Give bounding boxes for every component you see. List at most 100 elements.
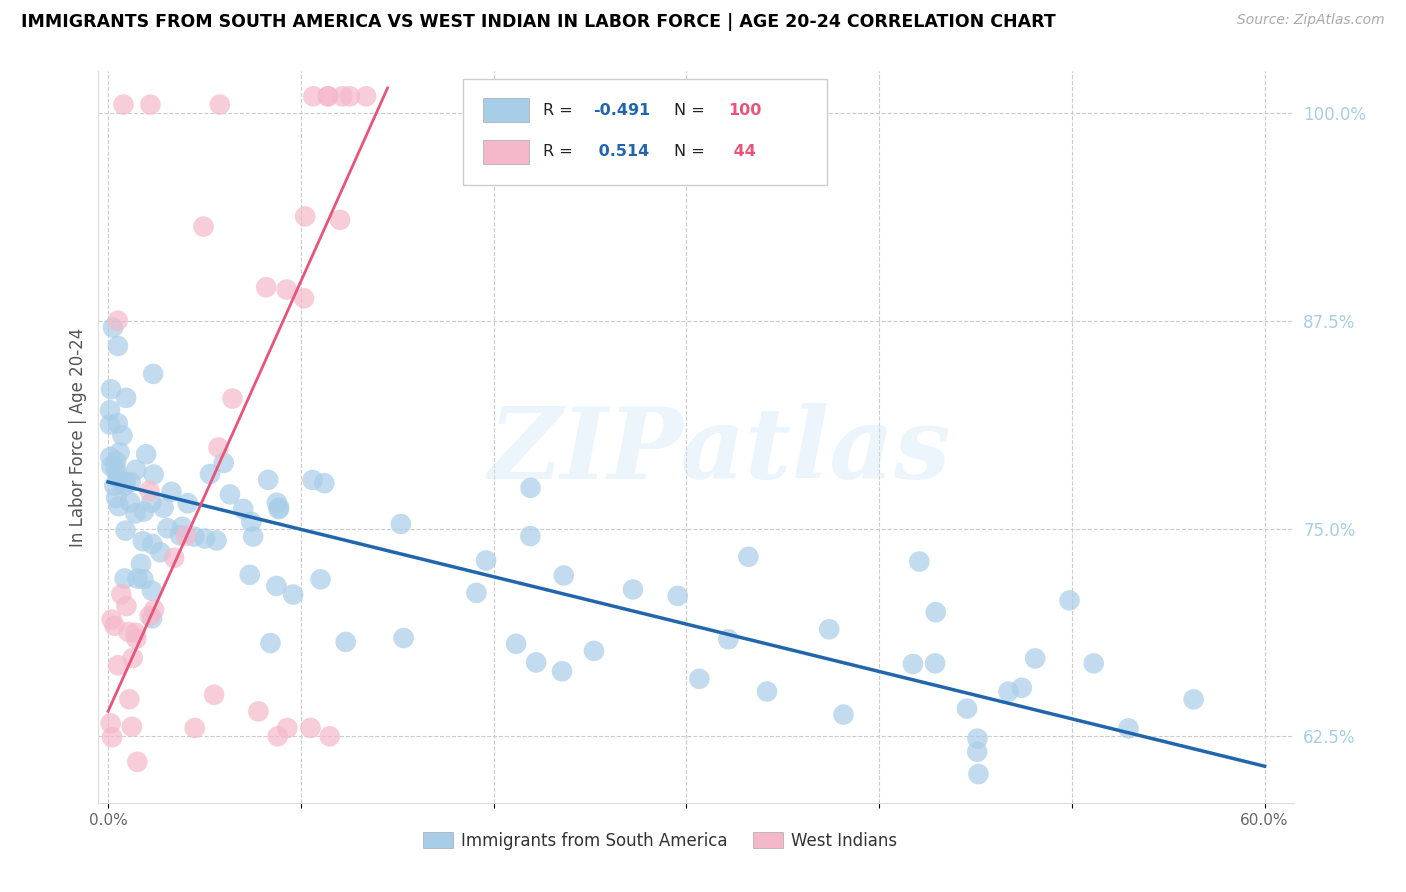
Point <box>98 417 121 432</box>
Point <box>105 491 128 505</box>
Point <box>160 484 183 499</box>
Text: ZIPatlas: ZIPatlas <box>489 403 950 500</box>
Point <box>114 572 136 586</box>
Point <box>908 555 931 569</box>
Point <box>737 549 759 564</box>
Text: R =: R = <box>543 103 578 118</box>
Point <box>519 529 541 543</box>
Point <box>335 635 357 649</box>
Bar <box>484 140 529 163</box>
Point <box>267 729 290 743</box>
Point <box>202 688 225 702</box>
Point <box>247 704 270 718</box>
Legend: Immigrants from South America, West Indians: Immigrants from South America, West Indi… <box>416 825 904 856</box>
Text: -0.491: -0.491 <box>593 103 651 118</box>
Point <box>152 500 174 515</box>
Point <box>132 504 155 518</box>
Point <box>465 586 488 600</box>
Point <box>207 441 229 455</box>
Point <box>129 557 152 571</box>
Point <box>141 583 163 598</box>
Point <box>198 467 221 481</box>
Point <box>105 454 128 468</box>
Point <box>267 502 290 516</box>
Point <box>239 567 262 582</box>
Point <box>100 382 122 396</box>
Point <box>115 599 138 613</box>
Y-axis label: In Labor Force | Age 20-24: In Labor Force | Age 20-24 <box>69 327 87 547</box>
Point <box>172 520 194 534</box>
Point <box>114 524 136 538</box>
Bar <box>484 98 529 122</box>
Point <box>302 89 325 103</box>
Point <box>143 603 166 617</box>
Point <box>1118 722 1140 736</box>
Point <box>132 534 155 549</box>
Point <box>309 572 332 586</box>
Point <box>832 707 855 722</box>
Point <box>149 545 172 559</box>
Point <box>519 481 541 495</box>
Point <box>111 428 134 442</box>
Point <box>292 291 315 305</box>
Point <box>121 651 143 665</box>
Point <box>142 367 165 381</box>
Point <box>551 665 574 679</box>
Point <box>389 516 412 531</box>
Point <box>956 701 979 715</box>
Point <box>901 657 924 671</box>
Point <box>212 456 235 470</box>
Point <box>141 496 163 510</box>
Point <box>169 528 191 542</box>
Point <box>294 210 316 224</box>
Point <box>208 97 231 112</box>
Point <box>105 466 128 480</box>
Point <box>330 89 353 103</box>
Text: 0.514: 0.514 <box>593 145 650 160</box>
Point <box>717 632 740 647</box>
Point <box>139 97 162 112</box>
Point <box>107 658 129 673</box>
Point <box>156 521 179 535</box>
Point <box>329 212 352 227</box>
Point <box>254 280 277 294</box>
Point <box>194 532 217 546</box>
Point <box>1011 681 1033 695</box>
Point <box>112 97 135 112</box>
Point <box>997 684 1019 698</box>
Point <box>242 529 264 543</box>
Point <box>184 721 207 735</box>
Point <box>141 611 163 625</box>
Text: IMMIGRANTS FROM SOUTH AMERICA VS WEST INDIAN IN LABOR FORCE | AGE 20-24 CORRELAT: IMMIGRANTS FROM SOUTH AMERICA VS WEST IN… <box>21 13 1056 31</box>
Point <box>925 605 948 619</box>
Point <box>132 572 155 586</box>
Point <box>107 339 129 353</box>
Point <box>221 392 243 406</box>
Point <box>141 537 163 551</box>
Point <box>117 625 139 640</box>
Point <box>127 755 149 769</box>
Point <box>101 730 124 744</box>
Point <box>125 463 148 477</box>
Point <box>183 530 205 544</box>
Point <box>120 475 142 489</box>
Point <box>163 550 186 565</box>
Text: 100: 100 <box>728 103 762 118</box>
Point <box>205 533 228 548</box>
Text: R =: R = <box>543 145 578 160</box>
Point <box>232 502 254 516</box>
Point <box>174 529 197 543</box>
Point <box>107 314 129 328</box>
Point <box>666 589 689 603</box>
Point <box>281 588 304 602</box>
Point <box>354 89 377 103</box>
Point <box>553 568 575 582</box>
Point <box>125 632 148 646</box>
Point <box>269 500 291 515</box>
Text: Source: ZipAtlas.com: Source: ZipAtlas.com <box>1237 13 1385 28</box>
Point <box>266 579 288 593</box>
Point <box>688 672 710 686</box>
Point <box>319 729 342 743</box>
Point <box>142 467 165 482</box>
Point <box>266 496 288 510</box>
